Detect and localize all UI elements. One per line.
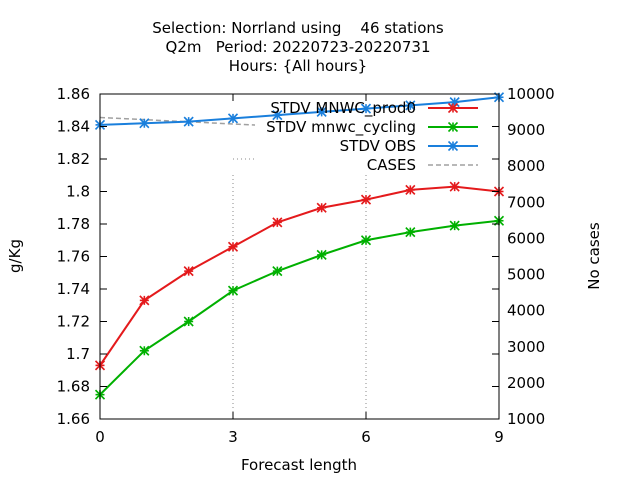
series-2-point-2 bbox=[183, 116, 194, 127]
y2-axis-title: No cases bbox=[585, 222, 603, 290]
y-tick-label-9: 1.84 bbox=[57, 118, 90, 136]
series-0-point-5 bbox=[316, 202, 327, 213]
series-1-point-8 bbox=[449, 220, 460, 231]
series-0-point-8 bbox=[449, 181, 460, 192]
series-1-point-2 bbox=[183, 316, 194, 327]
y-tick-label-2: 1.7 bbox=[66, 345, 90, 363]
series-0-point-2 bbox=[183, 266, 194, 277]
legend-label-1: STDV mnwc_cycling bbox=[266, 118, 416, 137]
series-2-point-1 bbox=[139, 118, 150, 129]
y-tick-label-0: 1.66 bbox=[57, 410, 90, 428]
y2-tick-label-2: 3000 bbox=[507, 338, 545, 356]
title-line-1: Selection: Norrland using 46 stations bbox=[152, 19, 444, 37]
x-tick-label-2: 6 bbox=[361, 428, 371, 446]
series-1-point-4 bbox=[272, 266, 283, 277]
series-1-point-7 bbox=[405, 227, 416, 238]
y-tick-label-7: 1.8 bbox=[66, 183, 90, 201]
series-0-point-6 bbox=[360, 194, 372, 205]
title-line-2: Q2m Period: 20220723-20220731 bbox=[166, 38, 431, 56]
series-layer bbox=[94, 92, 505, 400]
y2-tick-label-5: 6000 bbox=[507, 229, 545, 247]
legend-marker-0 bbox=[447, 102, 459, 114]
y-tick-label-5: 1.76 bbox=[57, 248, 90, 266]
series-0-point-4 bbox=[272, 217, 283, 228]
legend-label-0: STDV MNWC_prod0 bbox=[270, 99, 416, 118]
series-1-point-3 bbox=[227, 285, 239, 296]
y-tick-label-4: 1.74 bbox=[57, 280, 90, 298]
series-0-point-3 bbox=[227, 241, 239, 252]
y2-tick-label-6: 7000 bbox=[507, 193, 545, 211]
y-axis-title: g/Kg bbox=[6, 239, 24, 273]
y2-tick-label-1: 2000 bbox=[507, 374, 545, 392]
series-0-point-1 bbox=[139, 295, 150, 306]
y-axis-ticks: 1.66 1.68 1.7 1.72 1.74 1.76 1.78 1.8 1.82 1.84 1.… bbox=[57, 85, 499, 428]
series-2-point-4 bbox=[272, 110, 283, 121]
series-0-point-7 bbox=[405, 184, 416, 195]
series-1-point-5 bbox=[316, 249, 327, 260]
y-tick-label-3: 1.72 bbox=[57, 313, 90, 331]
y2-tick-label-8: 9000 bbox=[507, 121, 545, 139]
x-axis-title: Forecast length bbox=[241, 456, 357, 474]
series-2-point-6 bbox=[360, 103, 372, 114]
legend-label-2: STDV OBS bbox=[340, 137, 416, 155]
y-tick-label-8: 1.82 bbox=[57, 150, 90, 168]
y2-axis-ticks: 1000 2000 3000 4000 5000 6000 7000 8000 9000 1000… bbox=[507, 85, 555, 428]
x-tick-label-1: 3 bbox=[228, 428, 238, 446]
chart-title: Selection: Norrland using 46 stations Q2… bbox=[152, 19, 444, 75]
series-line-1 bbox=[99, 219, 500, 396]
y2-tick-label-9: 10000 bbox=[507, 85, 555, 103]
legend-marker-1 bbox=[447, 121, 459, 133]
legend-marker-2 bbox=[447, 140, 459, 152]
y2-tick-label-4: 5000 bbox=[507, 266, 545, 284]
series-1-point-1 bbox=[139, 345, 150, 356]
series-2-point-5 bbox=[316, 106, 327, 117]
series-1-point-6 bbox=[360, 235, 372, 246]
y2-tick-label-7: 8000 bbox=[507, 157, 545, 175]
series-2-point-8 bbox=[449, 97, 460, 108]
x-axis-ticks: 0 3 6 9 bbox=[95, 94, 504, 446]
y2-tick-label-3: 4000 bbox=[507, 302, 545, 320]
title-line-3: Hours: {All hours} bbox=[229, 57, 367, 75]
x-tick-label-3: 9 bbox=[494, 428, 504, 446]
series-2-point-3 bbox=[227, 113, 239, 124]
y2-tick-label-0: 1000 bbox=[507, 410, 545, 428]
x-tick-label-0: 0 bbox=[95, 428, 105, 446]
series-line-0 bbox=[99, 185, 500, 366]
series-line-2 bbox=[99, 96, 500, 126]
y-tick-label-10: 1.86 bbox=[57, 85, 90, 103]
legend-label-3: CASES bbox=[367, 156, 416, 174]
y-tick-label-6: 1.78 bbox=[57, 215, 90, 233]
series-2-point-7 bbox=[405, 100, 416, 111]
y-tick-label-1: 1.68 bbox=[57, 378, 90, 396]
